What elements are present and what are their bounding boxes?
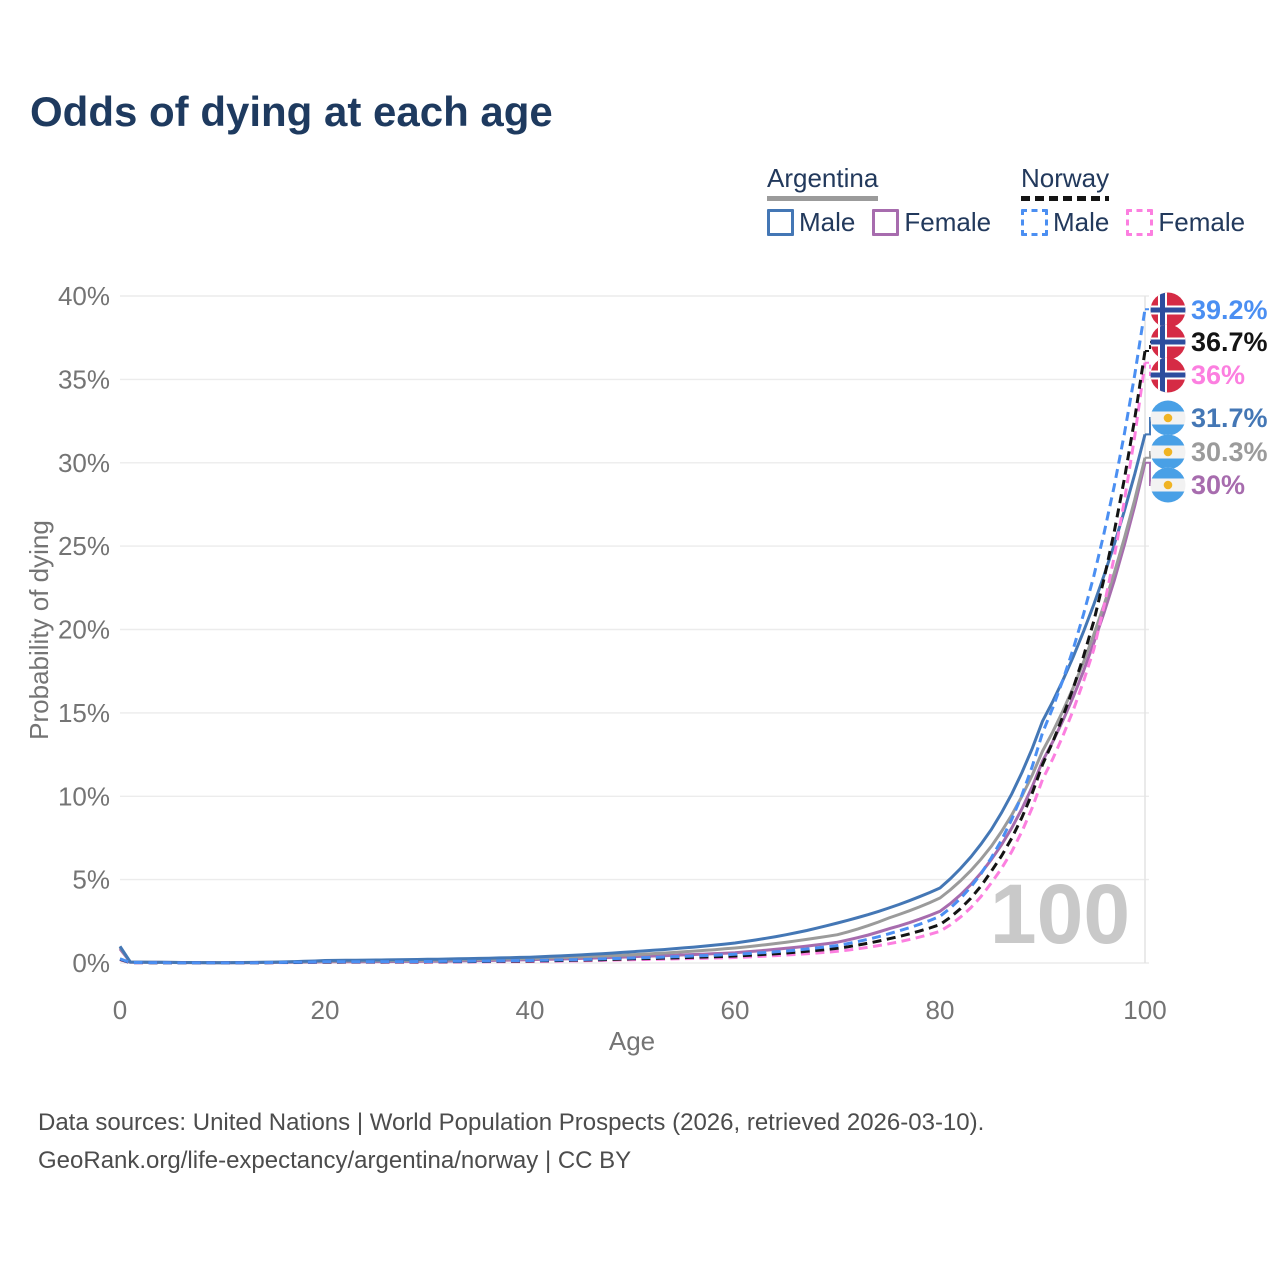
chart-legend: Argentina Male Female Norway Male Female [767,163,1267,236]
x-tick-20: 20 [311,995,340,1025]
argentina-flag-icon [1150,400,1186,436]
y-tick-5: 5% [72,865,110,895]
x-tick-40: 40 [516,995,545,1025]
y-tick-15: 15% [58,698,110,728]
legend-head-argentina: Argentina [767,163,879,201]
y-tick-20: 20% [58,615,110,645]
legend-swatch-norway-female[interactable] [1126,208,1154,236]
y-tick-30: 30% [58,448,110,478]
legend-underline-argentina-solid [767,196,879,201]
legend-swatch-argentina-male[interactable] [767,208,794,236]
footer-attribution: GeoRank.org/life-expectancy/argentina/no… [38,1147,632,1174]
y-tick-35: 35% [58,364,110,394]
x-tick-60: 60 [721,995,750,1025]
x-tick-100: 100 [1123,995,1166,1025]
hover-age-watermark: 100 [990,867,1130,961]
chart-title: Odds of dying at each age [30,88,553,135]
legend-label-argentina-female: Female [904,207,992,237]
end-label-argentina[interactable]: 30.3% [1191,437,1268,467]
legend-country-argentina[interactable]: Argentina [767,163,879,193]
footer: Data sources: United Nations | World Pop… [38,1104,984,1180]
end-label-norway-female[interactable]: 36% [1191,360,1245,390]
legend-label-argentina-male: Male [799,207,856,237]
legend-label-norway-male: Male [1053,207,1110,237]
legend-swatch-argentina-female[interactable] [872,208,900,236]
norway-flag-icon [1150,324,1186,360]
norway-flag-icon [1150,357,1186,393]
legend-underline-norway-dashed [1021,196,1110,201]
end-label-connector-norway-female [1145,361,1154,376]
y-tick-25: 25% [58,531,110,561]
norway-flag-icon [1150,292,1186,328]
x-axis-title: Age [609,1026,655,1056]
end-label-norway[interactable]: 36.7% [1191,327,1268,357]
y-tick-0: 0% [72,948,110,978]
x-tick-0: 0 [113,995,127,1025]
legend-row-argentina: Male Female [767,208,1008,236]
series-line-norway-male[interactable] [119,309,1147,965]
argentina-flag-icon [1150,434,1186,470]
y-tick-40: 40% [58,281,110,311]
legend-group-norway: Norway Male Female [1021,163,1262,236]
legend-country-norway[interactable]: Norway [1021,163,1110,193]
argentina-flag-icon [1150,467,1186,503]
legend-head-norway: Norway [1021,163,1110,201]
end-label-norway-male[interactable]: 39.2% [1191,295,1268,325]
y-tick-10: 10% [58,781,110,811]
legend-label-norway-female: Female [1158,207,1246,237]
legend-swatch-norway-male[interactable] [1021,208,1048,236]
series-line-argentina-male[interactable] [118,434,1147,965]
end-label-argentina-male[interactable]: 31.7% [1191,403,1268,433]
x-tick-80: 80 [926,995,955,1025]
legend-group-argentina: Argentina Male Female [767,163,1008,236]
legend-row-norway: Male Female [1021,208,1262,236]
y-axis-title: Probability of dying [24,520,54,740]
footer-data-sources: Data sources: United Nations | World Pop… [38,1109,985,1136]
end-label-argentina-female[interactable]: 30% [1191,470,1245,500]
